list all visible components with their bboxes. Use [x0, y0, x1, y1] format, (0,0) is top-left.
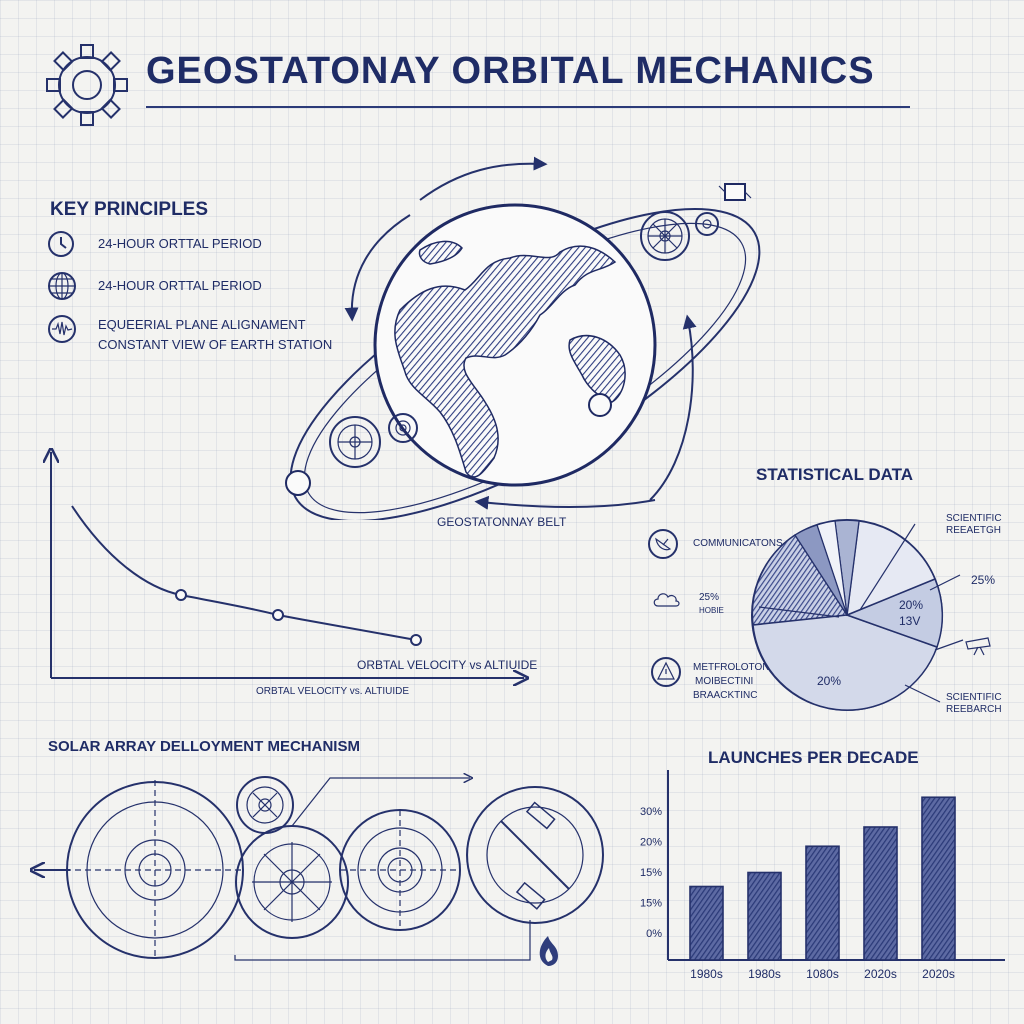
orbit-arrow-left [344, 214, 411, 322]
telescope-icon [965, 637, 991, 656]
pie-slice-thin-3 [794, 524, 848, 616]
principle-3-line-2: CONSTANT VIEW OF EARTH STATION [98, 337, 333, 352]
solar-gear-large [65, 780, 245, 960]
warning-icon [651, 657, 681, 687]
label-metro-1: METFROLOTON [693, 662, 770, 673]
label-hobie: HOBIE [699, 606, 724, 615]
velocity-point [175, 589, 187, 601]
orbit-gear-lower-small [388, 413, 418, 443]
signal-wave-icon [48, 315, 76, 343]
principle-2-text: 24-HOUR ORTTAL PERIOD [98, 278, 262, 293]
solar-gear-middle [235, 825, 349, 939]
bar-chart: 30% 20% 15% 15% 0% 1980s 1980s 1080s 2020s 2020s [640, 770, 1005, 981]
solar-connector-arrow [291, 778, 470, 827]
label-scientific-top-1: SCIENTIFIC [946, 513, 1002, 524]
globe-icon [48, 272, 76, 300]
label-scientific-top-2: REEAETGH [946, 525, 1002, 536]
x-tick-label: 2020s [864, 967, 897, 981]
key-principles-heading: KEY PRINCIPLES [50, 199, 209, 220]
page-title: GEOSTATONAY ORBITAL MECHANICS [146, 50, 875, 92]
solar-base-line [234, 920, 531, 961]
satellite-icon [718, 183, 752, 201]
y-tick-label: 15% [640, 867, 662, 879]
orbit-arrow-right [649, 314, 697, 501]
label-13v: 13V [899, 614, 921, 628]
solar-array-heading: SOLAR ARRAY DELLOYMENT MECHANISM [48, 738, 360, 755]
bar [747, 871, 782, 961]
label-metro-3: BRAACKTINC [693, 690, 758, 701]
cloud-icon [653, 593, 680, 607]
bar [689, 885, 724, 961]
principle-1-text: 24-HOUR ORTTAL PERIOD [98, 236, 262, 251]
label-scientific-bottom-2: REEBARCH [946, 704, 1002, 715]
label-scientific-bottom-1: SCIENTIFIC [946, 692, 1002, 703]
label-metro-2: MOIBECTINI [695, 676, 754, 687]
flame-icon [539, 936, 558, 966]
velocity-point [272, 609, 284, 621]
velocity-series-label: ORBTAL VELOCITY vs ALTIUIDE [357, 658, 538, 672]
pie-slice-dark [751, 533, 849, 626]
solar-gear-panel [466, 786, 604, 924]
earth-globe [373, 203, 657, 487]
geostationary-belt-label: GEOSTATONNAY BELT [437, 515, 567, 529]
orbit-gear-upper [640, 211, 690, 261]
label-25-right: 25% [971, 573, 996, 587]
x-tick-label: 2020s [922, 967, 955, 981]
velocity-axis-label: ORBTAL VELOCITY vs. ALTIUIDE [256, 686, 410, 697]
x-tick-label: 1980s [690, 967, 723, 981]
orbit-gear-upper-small [695, 212, 719, 236]
satellite-marker-left [285, 470, 311, 496]
satellite-marker-right [588, 393, 612, 417]
y-tick-label: 30% [640, 806, 662, 818]
y-tick-label: 20% [640, 837, 662, 849]
solar-gear-right [339, 809, 461, 931]
x-tick-label: 1980s [748, 967, 781, 981]
statistical-data-heading: STATISTICAL DATA [756, 465, 914, 484]
label-20-inner: 20% [899, 598, 924, 612]
title-divider [146, 106, 910, 108]
gear-icon [46, 44, 128, 126]
pie-chart [751, 519, 964, 711]
solar-gear-small-top [236, 776, 294, 834]
velocity-curve [71, 505, 417, 641]
solar-array-diagram [30, 760, 604, 966]
orbit-gear-lower [329, 416, 381, 468]
y-tick-label: 15% [640, 898, 662, 910]
label-communications: COMMUNICATONS [693, 538, 783, 549]
orbit-arrow-bottom [474, 495, 656, 510]
orbit-arrow-top [419, 156, 548, 201]
bar [863, 826, 898, 961]
label-25-left: 25% [699, 592, 720, 603]
y-tick-label: 0% [646, 928, 662, 940]
pie-slice-right [844, 578, 944, 648]
pie-slice-bottom [752, 614, 938, 711]
bar [921, 796, 956, 961]
bar-chart-title: LAUNCHES PER DECADE [708, 748, 919, 767]
velocity-chart [36, 448, 536, 698]
x-tick-label: 1080s [806, 967, 839, 981]
principle-3-line-1: EQUEERIAL PLANE ALIGNAMENT [98, 317, 306, 332]
satellite-dish-icon [648, 529, 678, 559]
bar [805, 845, 840, 961]
label-20-bottom: 20% [817, 674, 842, 688]
velocity-point [410, 634, 422, 646]
orbit-diagram [285, 156, 761, 520]
clock-icon [48, 231, 74, 257]
